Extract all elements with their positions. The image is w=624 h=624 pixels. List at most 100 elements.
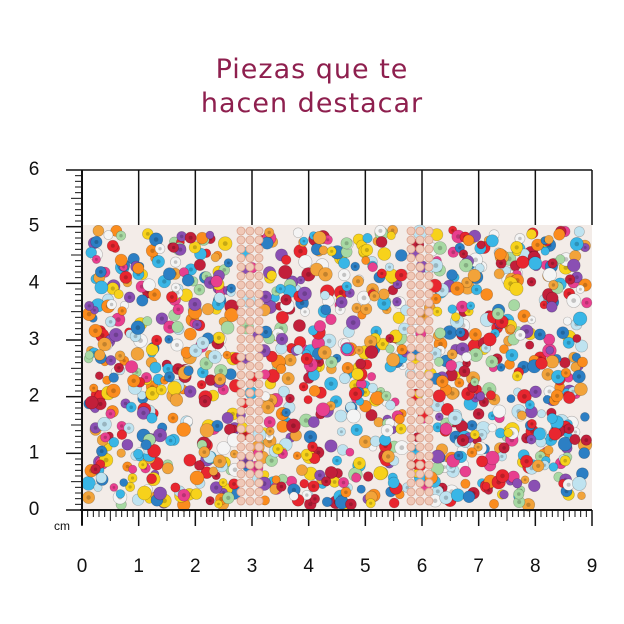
x-ruler-label: 2 — [190, 556, 201, 577]
bead-hole — [451, 228, 455, 232]
bead — [386, 352, 401, 367]
bead — [123, 422, 135, 434]
bead-hole — [311, 484, 316, 489]
bead-hole — [364, 306, 369, 311]
bead-hole — [357, 348, 361, 352]
bead — [555, 254, 566, 265]
crystal — [415, 370, 425, 380]
bead-hole — [87, 304, 91, 308]
bead — [153, 486, 167, 501]
x-ruler-label: 5 — [360, 556, 371, 577]
bead — [476, 391, 486, 401]
crystal — [406, 469, 416, 479]
bead — [492, 404, 507, 419]
bead-hole — [150, 248, 155, 253]
bead-hole — [473, 352, 479, 358]
bead-hole — [167, 324, 172, 330]
bead-hole — [131, 378, 136, 383]
crystal — [424, 352, 434, 362]
bead — [493, 268, 505, 280]
crystal — [424, 433, 434, 443]
bead-hole — [493, 331, 497, 335]
bead — [106, 383, 121, 398]
bead-hole — [361, 295, 367, 301]
bead-hole — [574, 241, 580, 247]
bead-hole — [474, 396, 478, 400]
bead — [575, 284, 585, 294]
bead-hole — [433, 351, 438, 356]
bead — [222, 491, 235, 505]
bead-hole — [528, 403, 532, 407]
bead — [221, 411, 234, 424]
bead — [513, 488, 525, 500]
bead — [189, 470, 205, 486]
bead-hole — [349, 502, 353, 507]
bead — [103, 230, 114, 240]
bead — [469, 429, 480, 440]
bead — [564, 274, 576, 285]
bead — [520, 454, 534, 468]
bead-hole — [354, 427, 359, 432]
bead — [169, 393, 184, 407]
bead-hole — [204, 361, 209, 366]
bead-hole — [529, 437, 533, 442]
bead — [218, 236, 233, 251]
crystal — [245, 406, 255, 416]
crystal — [236, 406, 246, 416]
bead-hole — [467, 309, 471, 313]
bead — [386, 231, 396, 241]
bead-hole — [584, 438, 589, 442]
bead-hole — [304, 356, 309, 361]
bead — [350, 423, 363, 437]
bead — [117, 306, 127, 316]
bead-hole — [486, 386, 492, 392]
title-line: hacen destacar — [201, 88, 423, 119]
crystal — [245, 370, 255, 380]
crystal — [406, 370, 416, 380]
crystal — [254, 289, 264, 299]
bead — [167, 412, 179, 424]
crystal — [245, 424, 255, 434]
bead-hole — [99, 449, 104, 454]
crystal — [254, 262, 264, 272]
crystal — [415, 352, 425, 362]
bead — [548, 427, 562, 441]
bead-hole — [388, 265, 391, 269]
bead-hole — [222, 490, 225, 494]
bead — [385, 333, 395, 343]
bead-hole — [463, 263, 469, 268]
bead-hole — [462, 252, 465, 256]
bead-hole — [94, 257, 98, 261]
bead — [272, 443, 284, 455]
bead — [567, 258, 581, 273]
bead-hole — [176, 307, 181, 312]
bead — [385, 400, 396, 411]
bead — [491, 307, 505, 320]
bead — [511, 370, 523, 382]
bead-hole — [232, 452, 236, 456]
bead — [578, 447, 591, 459]
bead — [193, 284, 206, 296]
bead — [226, 283, 237, 293]
bead — [462, 234, 475, 247]
bead — [466, 447, 478, 458]
crystal — [236, 298, 246, 308]
bead-hole — [167, 375, 172, 379]
bead — [367, 382, 378, 394]
crystal — [406, 226, 416, 236]
bead — [89, 383, 99, 393]
bead-hole — [533, 389, 538, 394]
bead — [544, 234, 554, 245]
bead — [115, 230, 127, 241]
bead — [91, 254, 101, 264]
bead-hole — [221, 481, 225, 484]
bead-hole — [123, 401, 128, 406]
bead-hole — [395, 282, 399, 286]
y-ruler-label: 0 — [29, 499, 40, 520]
bead — [384, 262, 394, 272]
crystal — [236, 343, 246, 353]
bead — [517, 389, 532, 404]
bead — [528, 256, 543, 271]
bead-hole — [94, 240, 99, 244]
